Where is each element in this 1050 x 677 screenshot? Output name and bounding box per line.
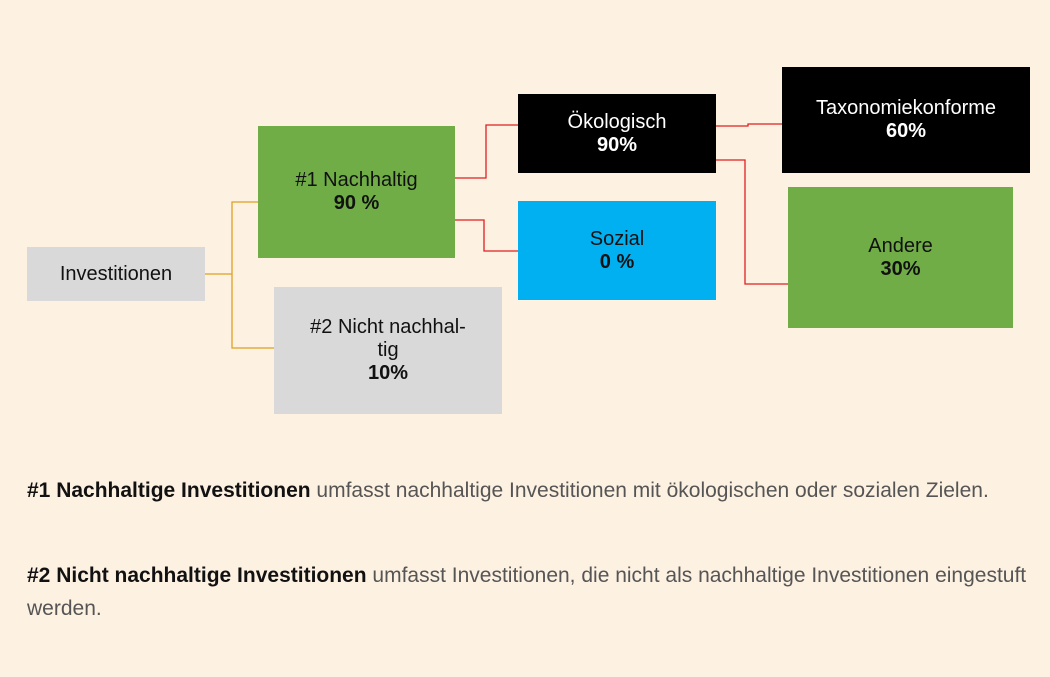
node-label: #1 Nachhaltig: [295, 169, 418, 191]
node-value: 90%: [596, 133, 638, 156]
node-box: Taxonomiekonforme 60%: [782, 67, 1030, 173]
connector: [455, 219, 518, 252]
node-value: 10%: [367, 362, 409, 384]
node-box: #1 Nachhaltig 90 %: [258, 126, 455, 258]
note-text: umfasst Investitionen, die nicht als nac…: [27, 564, 1027, 620]
node-box: #2 Nicht nachhal-tig 10%: [274, 287, 502, 414]
node-box: Investitionen: [27, 247, 205, 301]
node-value: 90 %: [333, 192, 380, 214]
node-label: Sozial: [589, 227, 645, 250]
note-text: umfasst nachhaltige Investitionen mit ök…: [310, 479, 989, 502]
node-value: 30%: [880, 257, 921, 280]
node-label: #2 Nicht nachhal-: [310, 316, 466, 338]
node-value: 0 %: [599, 250, 635, 273]
node-label: Taxonomiekonforme: [815, 97, 997, 119]
node-value: 60%: [885, 120, 927, 142]
connector: [231, 201, 274, 349]
node-box: Andere 30%: [788, 187, 1013, 328]
red-connectors: [455, 123, 788, 285]
note-term: #2 Nicht nachhaltige Investitionen: [27, 564, 367, 587]
note-term: #1 Nachhaltige Investitionen: [27, 479, 311, 502]
node-label: Ökologisch: [567, 110, 667, 133]
node-label: Investitionen: [59, 262, 173, 285]
connector: [716, 123, 782, 127]
node-box: Ökologisch 90%: [518, 94, 716, 173]
note-paragraph: #2 Nicht nachhaltige Investitionen umfas…: [27, 559, 1032, 625]
note-paragraph: #1 Nachhaltige Investitionen umfasst nac…: [27, 474, 1032, 507]
node-label: tig: [377, 339, 399, 361]
orange-connectors: [205, 201, 274, 349]
connector: [716, 159, 788, 285]
connector: [455, 124, 518, 179]
node-label: Andere: [868, 234, 933, 257]
node-box: Sozial 0 %: [518, 201, 716, 300]
